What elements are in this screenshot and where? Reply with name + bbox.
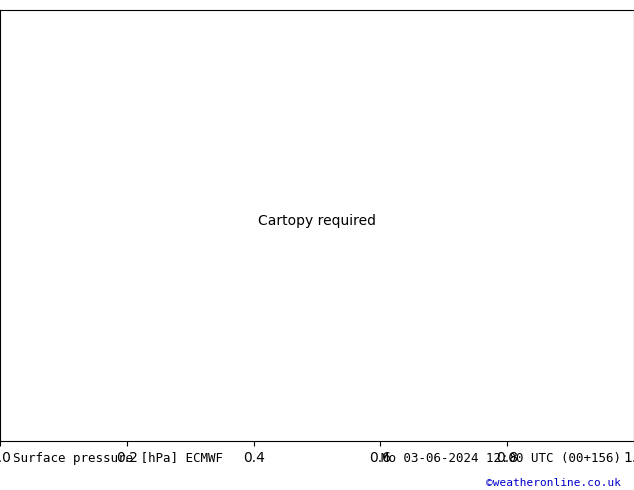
Text: ©weatheronline.co.uk: ©weatheronline.co.uk	[486, 478, 621, 488]
Text: Cartopy required: Cartopy required	[258, 215, 376, 228]
Text: Mo 03-06-2024 12:00 UTC (00+156): Mo 03-06-2024 12:00 UTC (00+156)	[381, 452, 621, 465]
Text: Surface pressure [hPa] ECMWF: Surface pressure [hPa] ECMWF	[13, 452, 223, 465]
